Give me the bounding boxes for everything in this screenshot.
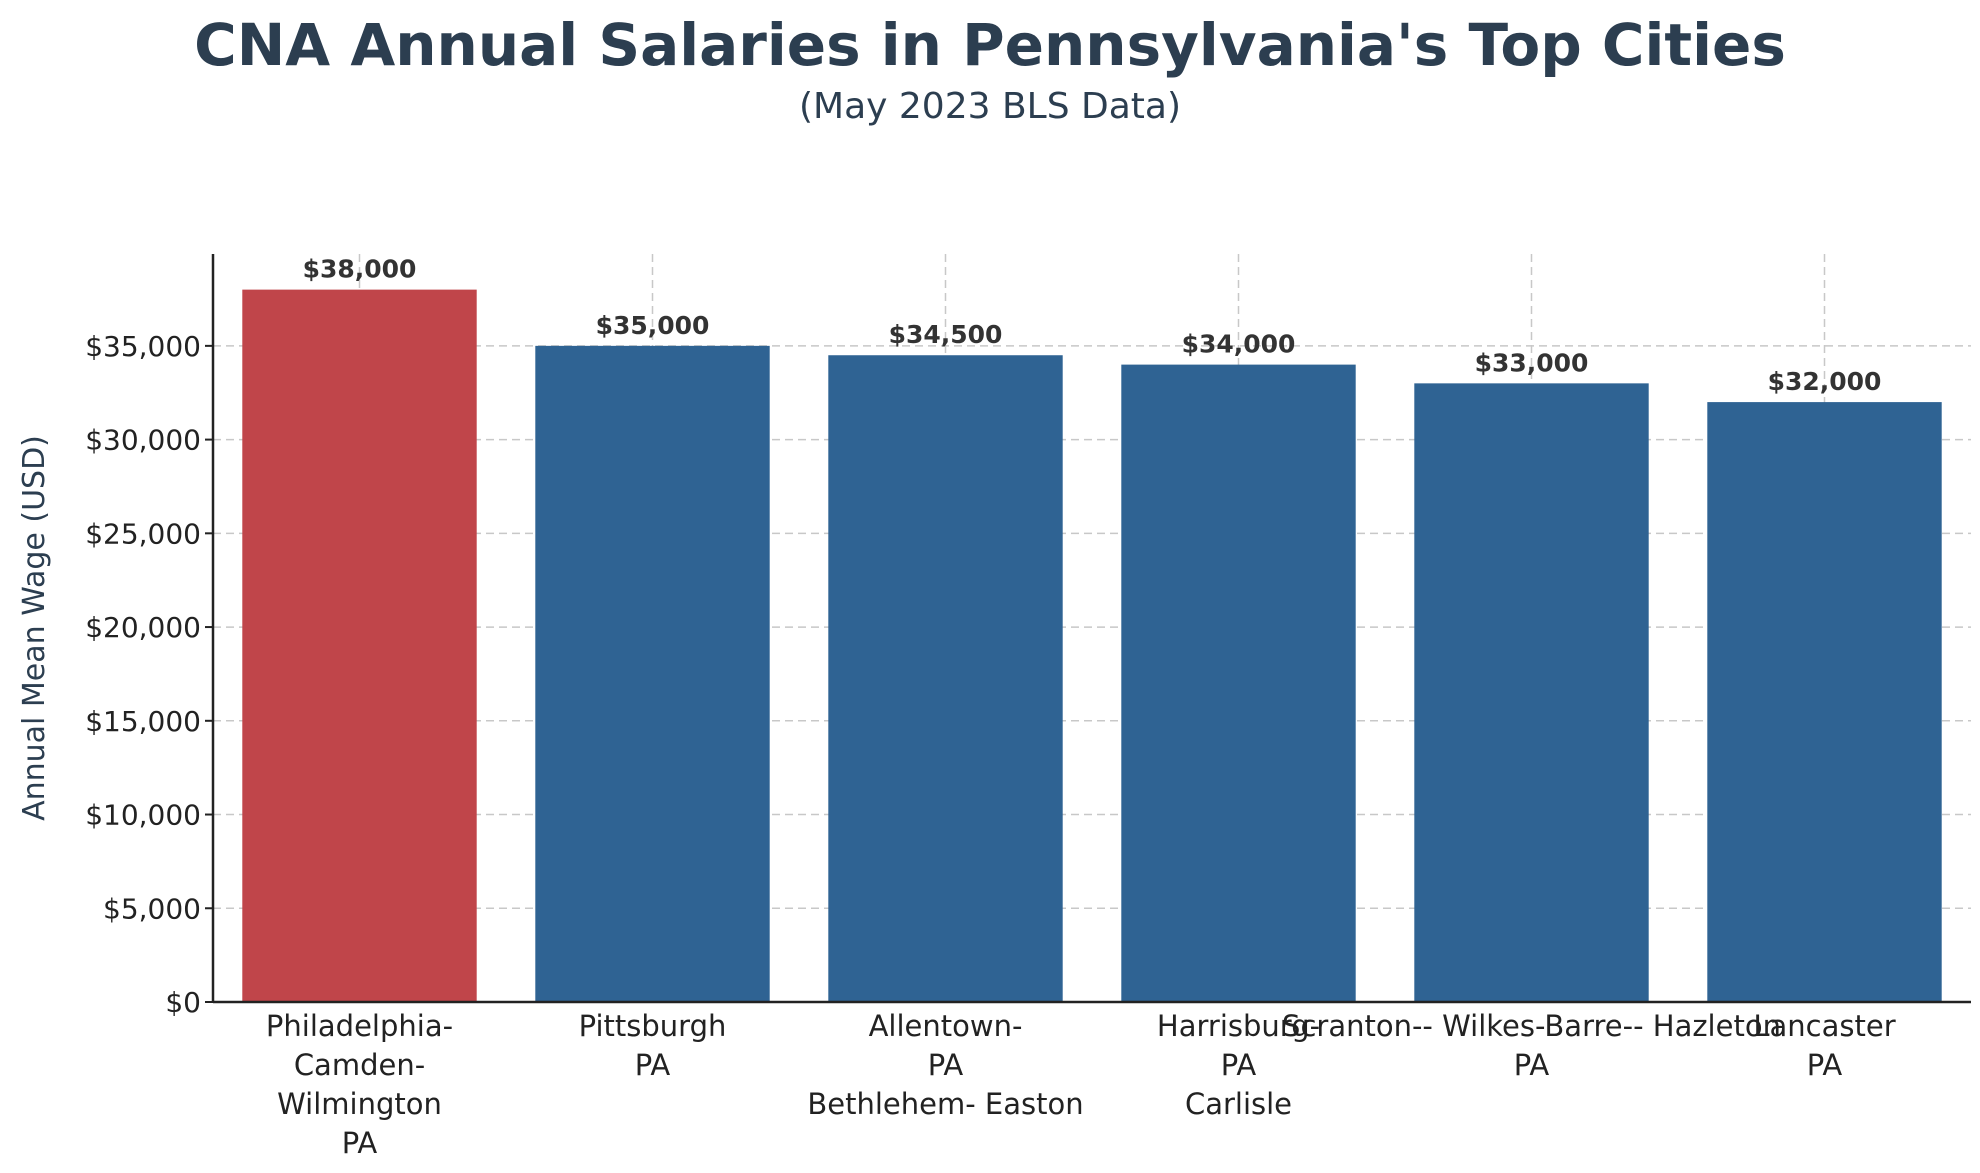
y-tick-label: $20,000 — [85, 611, 201, 644]
x-tick-label: Philadelphia- — [266, 1009, 453, 1043]
bar-value-label: $34,000 — [1182, 330, 1296, 359]
x-tick-label: PA — [342, 1126, 378, 1160]
x-tick-label: Wilmington — [277, 1087, 442, 1121]
y-axis-label: Annual Mean Wage (USD) — [17, 435, 52, 821]
bar — [828, 355, 1063, 1002]
x-tick-label: Lancaster — [1753, 1009, 1895, 1043]
bar-value-label: $32,000 — [1768, 367, 1882, 396]
y-tick-label: $10,000 — [85, 799, 201, 832]
x-tick-label: Carlisle — [1185, 1087, 1292, 1121]
y-tick-label: $25,000 — [85, 517, 201, 550]
chart-subtitle: (May 2023 BLS Data) — [799, 86, 1181, 127]
y-tick-label: $5,000 — [103, 892, 201, 925]
y-tick-label: $30,000 — [85, 424, 201, 457]
bar-value-label: $38,000 — [303, 255, 417, 284]
bar-value-label: $34,500 — [889, 320, 1003, 349]
x-tick-label: Bethlehem- Easton — [807, 1087, 1083, 1121]
y-tick-label: $15,000 — [85, 705, 201, 738]
x-tick-label: PA — [1514, 1048, 1550, 1082]
bar — [1414, 383, 1649, 1002]
bar-value-label: $33,000 — [1475, 348, 1589, 377]
chart-title: CNA Annual Salaries in Pennsylvania's To… — [194, 11, 1786, 79]
bar — [1121, 364, 1356, 1002]
bar — [535, 345, 770, 1003]
bar — [1707, 402, 1942, 1003]
x-tick-label: Pittsburgh — [579, 1009, 727, 1043]
x-tick-label: PA — [1221, 1048, 1257, 1082]
x-tick-label: PA — [928, 1048, 964, 1082]
x-tick-label: Allentown- — [869, 1009, 1023, 1043]
y-tick-label: $35,000 — [85, 330, 201, 363]
x-tick-label: Harrisburg- — [1157, 1009, 1320, 1043]
bar-value-label: $35,000 — [596, 311, 710, 340]
bar — [242, 289, 477, 1003]
y-tick-label: $0 — [165, 986, 201, 1019]
x-tick-label: PA — [635, 1048, 671, 1082]
x-tick-label: Camden- — [294, 1048, 425, 1082]
x-tick-label: Scranton-- Wilkes-Barre-- Hazleton — [1282, 1009, 1781, 1043]
x-tick-label: PA — [1807, 1048, 1843, 1082]
